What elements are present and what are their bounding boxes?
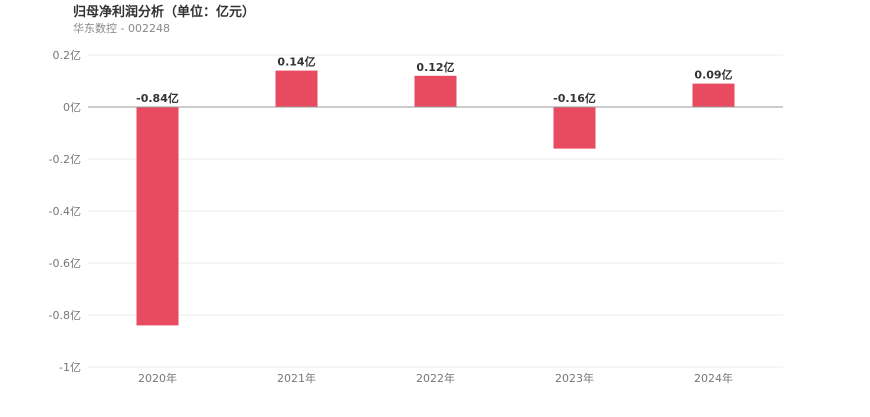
data-label: 0.12亿: [416, 60, 454, 74]
bar-2023年: [553, 107, 596, 149]
bar-2021年: [275, 70, 318, 107]
data-label: 0.09亿: [694, 68, 732, 82]
y-tick-label: -0.2亿: [49, 153, 81, 166]
y-tick-label: -0.4亿: [49, 205, 81, 218]
x-tick-label: 2024年: [694, 371, 733, 385]
bar-2024年: [692, 83, 735, 107]
bar-2020年: [136, 107, 179, 326]
data-label: -0.84亿: [136, 91, 179, 105]
y-axis-tick-labels: 0.2亿 0亿 -0.2亿 -0.4亿 -0.6亿 -0.8亿 -1亿: [49, 49, 81, 374]
data-labels: -0.84亿 0.14亿 0.12亿 -0.16亿 0.09亿: [136, 55, 732, 105]
y-tick-label: -0.8亿: [49, 309, 81, 322]
x-tick-label: 2023年: [555, 371, 594, 385]
data-label: 0.14亿: [277, 55, 315, 69]
x-tick-label: 2021年: [277, 371, 316, 385]
y-tick-label: 0亿: [63, 101, 81, 114]
chart-subtitle: 华东数控 - 002248: [73, 22, 170, 35]
bars: [136, 70, 735, 326]
chart-title: 归母净利润分析（单位：亿元）: [73, 5, 256, 20]
y-tick-label: -0.6亿: [49, 257, 81, 270]
bar-2022年: [414, 75, 457, 107]
grid-lines: [88, 54, 783, 368]
data-label: -0.16亿: [553, 91, 596, 105]
x-axis-tick-labels: 2020年 2021年 2022年 2023年 2024年: [138, 371, 733, 385]
y-tick-label: -1亿: [59, 361, 81, 374]
y-tick-label: 0.2亿: [53, 49, 82, 62]
x-tick-label: 2020年: [138, 371, 177, 385]
x-tick-label: 2022年: [416, 371, 455, 385]
